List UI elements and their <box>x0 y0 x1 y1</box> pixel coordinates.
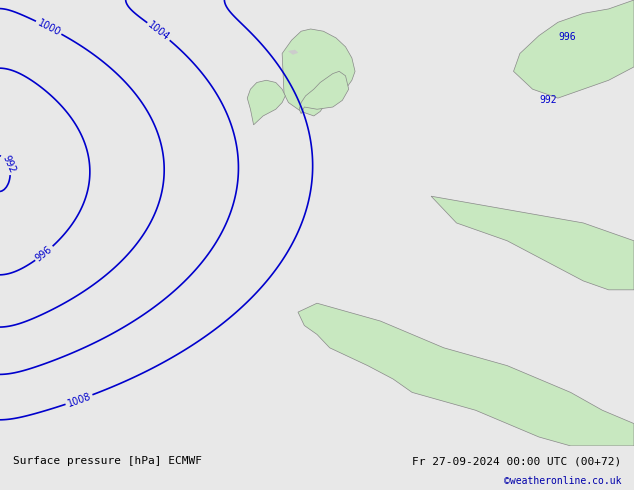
Text: 1008: 1008 <box>66 391 93 409</box>
Polygon shape <box>299 72 349 114</box>
Text: 996: 996 <box>558 32 576 42</box>
Text: ©weatheronline.co.uk: ©weatheronline.co.uk <box>504 476 621 486</box>
Polygon shape <box>282 29 355 116</box>
Polygon shape <box>288 50 298 54</box>
Text: Surface pressure [hPa] ECMWF: Surface pressure [hPa] ECMWF <box>13 456 202 466</box>
Polygon shape <box>514 0 634 98</box>
Text: Fr 27-09-2024 00:00 UTC (00+72): Fr 27-09-2024 00:00 UTC (00+72) <box>412 456 621 466</box>
Polygon shape <box>298 303 634 446</box>
Text: 1004: 1004 <box>146 20 171 43</box>
Text: 992: 992 <box>539 95 557 104</box>
Polygon shape <box>247 80 285 125</box>
Text: 996: 996 <box>34 244 55 263</box>
Text: 992: 992 <box>0 153 16 174</box>
Text: 1000: 1000 <box>36 18 62 38</box>
Polygon shape <box>431 196 634 290</box>
